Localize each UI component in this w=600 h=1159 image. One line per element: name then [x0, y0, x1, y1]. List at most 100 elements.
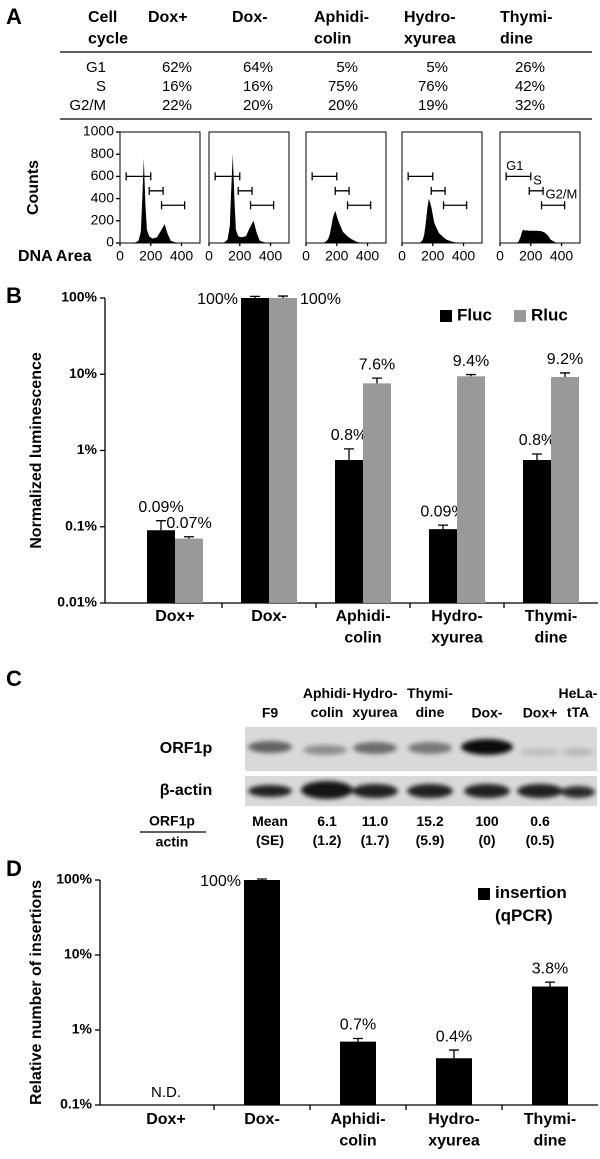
text-line: tTA [567, 704, 589, 720]
error-bar [156, 520, 166, 531]
lane-label: Dox+ [523, 705, 558, 721]
error-bar [449, 1049, 459, 1059]
bar [335, 460, 363, 603]
text-line: (1.2) [313, 832, 342, 848]
y-tick-label: 0.01% [57, 594, 97, 610]
gate-bracket [237, 186, 253, 195]
table-cell: 62% [162, 59, 192, 76]
table-cell: 5% [336, 59, 358, 76]
histogram-frame [401, 131, 483, 244]
bar [241, 298, 269, 603]
y-axis-label: Relative number of insertions [28, 880, 45, 1105]
row-label: β-actin [160, 782, 212, 799]
legend-label: Fluc [457, 305, 492, 324]
text-line: Hydro- [431, 608, 483, 625]
text-line: 6.1 [317, 813, 337, 829]
panel-label: D [6, 856, 22, 881]
x-tick-label: Hydro-xyurea [428, 1111, 480, 1150]
text-line: dine [535, 630, 568, 647]
text-line: Aphidi- [330, 1111, 385, 1128]
quant-value: 100 (0) [475, 813, 499, 848]
y-tick-label: 400 [91, 189, 115, 205]
table-cell: 16% [162, 78, 192, 95]
band [248, 785, 292, 797]
table-header: Hydro-xyurea [404, 9, 456, 48]
quant-value: 15.2 (5.9) [416, 813, 445, 848]
gate-bracket [407, 172, 434, 181]
error-bar [438, 524, 448, 530]
value-label: 0.09% [420, 503, 465, 520]
y-tick-label: 100% [56, 871, 92, 887]
text-line: Aphidi- [335, 608, 390, 625]
y-tick-label: 100% [61, 289, 97, 305]
y-axis-label: Counts [25, 160, 42, 215]
western-blot [245, 727, 597, 806]
x-tick-label: Dox+ [155, 608, 195, 625]
text-line: dine [500, 31, 533, 48]
text-line: Aphidi- [314, 9, 369, 26]
gate-bracket [334, 186, 350, 195]
y-tick-label: 10% [64, 946, 93, 962]
lane-label: HeLa-tTA [559, 685, 598, 720]
error-bar [184, 536, 194, 539]
ratio-label: ORF1p [149, 813, 195, 829]
legend-label: Rluc [531, 305, 568, 324]
text-line: dine [416, 704, 445, 720]
text-line: 15.2 [416, 813, 443, 829]
bar [340, 1041, 376, 1105]
bar [269, 298, 297, 603]
text-line: (1.7) [361, 832, 390, 848]
value-label: N.D. [151, 1084, 181, 1101]
value-label: 0.07% [166, 515, 211, 532]
gate-label: G1 [506, 158, 523, 173]
table-cell: 20% [243, 97, 273, 114]
table-cell: 16% [243, 78, 273, 95]
table-cell: 20% [328, 97, 358, 114]
lane-label: Aphidi-colin [303, 685, 352, 720]
band [520, 748, 560, 756]
histogram-area [411, 198, 464, 243]
lane-label: Thymi-dine [407, 685, 453, 720]
table-cell: 19% [418, 97, 448, 114]
row-label: ORF1p [160, 740, 213, 757]
x-tick-label: 200 [519, 248, 543, 264]
x-tick-label: 200 [421, 248, 445, 264]
panel-label: B [6, 283, 22, 308]
table-cell: 76% [418, 78, 448, 95]
x-tick-label: 400 [356, 248, 380, 264]
x-tick-label: Thymi-dine [524, 1111, 576, 1150]
table-cell: G1 [86, 59, 106, 76]
histogram-frame [305, 131, 387, 244]
histogram-area [129, 158, 182, 243]
value-label: 0.4% [436, 1028, 472, 1045]
gate-bracket [249, 201, 275, 210]
text-line: colin [314, 31, 351, 48]
y-tick-label: 0.1% [60, 1096, 92, 1112]
error-bar [372, 377, 382, 384]
y-tick-label: 600 [91, 167, 115, 183]
error-bar [250, 295, 260, 298]
x-tick-label: 0 [302, 248, 310, 264]
error-bar [353, 1037, 363, 1042]
text-line: Mean [252, 813, 288, 829]
x-tick-label: Aphidi-colin [330, 1111, 385, 1150]
text-line: (qPCR) [495, 906, 553, 925]
table-cell: 5% [426, 59, 448, 76]
x-tick-label: 0 [205, 248, 213, 264]
table-cell: 42% [515, 78, 545, 95]
text-line: Thymi- [525, 608, 577, 625]
histogram-frame [208, 131, 290, 244]
band [248, 741, 292, 753]
ratio-label: actin [156, 834, 189, 850]
histogram-area [218, 154, 271, 243]
text-line: Cell [88, 9, 117, 26]
x-tick-label: 400 [452, 248, 476, 264]
x-axis-label: DNA Area [18, 248, 92, 265]
band [561, 786, 595, 798]
text-line: 0.6 [530, 813, 550, 829]
band [461, 739, 513, 755]
legend-swatch [514, 310, 526, 322]
gate-bracket [442, 201, 468, 210]
error-bar [532, 453, 542, 461]
